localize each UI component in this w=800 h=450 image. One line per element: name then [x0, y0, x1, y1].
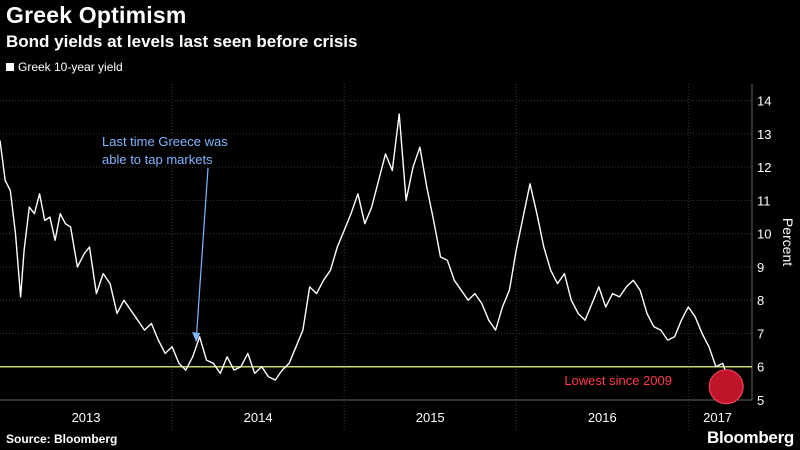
x-tick-2017: 2017: [703, 410, 732, 425]
series-lines: [0, 113, 731, 384]
annotation-tap-markets-line-2: able to tap markets: [102, 152, 213, 167]
y-tick-6: 6: [757, 360, 764, 375]
chart-subtitle: Bond yields at levels last seen before c…: [6, 32, 358, 51]
y-tick-12: 12: [757, 160, 771, 175]
y-tick-13: 13: [757, 127, 771, 142]
x-tick-2016: 2016: [588, 410, 617, 425]
legend-label: Greek 10-year yield: [18, 60, 123, 74]
grid: [0, 84, 753, 401]
annotations: Last time Greece was able to tap marketsL…: [102, 134, 672, 388]
y-tick-11: 11: [757, 193, 771, 208]
highlight-group: [708, 369, 744, 405]
legend-swatch: [6, 63, 14, 71]
series-line-greek-10y: [0, 113, 731, 384]
x-grid: [171, 84, 689, 430]
x-tick-2013: 2013: [72, 410, 101, 425]
source-note: Source: Bloomberg: [6, 432, 118, 446]
y-tick-9: 9: [757, 260, 764, 275]
annotation-arrow-head: [192, 332, 201, 343]
annotation-tap-markets: Last time Greece was able to tap markets: [102, 134, 228, 167]
y-tick-labels: 5 6 7 8 9 10 11 12 13 14: [757, 94, 771, 408]
y-tick-14: 14: [757, 94, 771, 109]
brand-logo: Bloomberg: [706, 428, 794, 447]
y-tick-5: 5: [757, 393, 764, 408]
annotation-lowest: Lowest since 2009: [564, 373, 672, 388]
annotation-tap-markets-line-1: Last time Greece was: [102, 134, 228, 149]
y-tick-7: 7: [757, 326, 764, 341]
annotation-arrow-line: [195, 167, 209, 341]
x-tick-2014: 2014: [244, 410, 273, 425]
y-axis-label: Percent: [780, 218, 796, 266]
x-tick-2015: 2015: [416, 410, 445, 425]
legend: Greek 10-year yield: [6, 60, 123, 74]
chart-title: Greek Optimism: [6, 2, 187, 28]
x-tick-labels: 2013 2014 2015 2016 2017: [72, 410, 732, 425]
lowest-highlight-circle: [708, 369, 744, 405]
y-tick-10: 10: [757, 227, 771, 242]
y-tick-8: 8: [757, 293, 764, 308]
